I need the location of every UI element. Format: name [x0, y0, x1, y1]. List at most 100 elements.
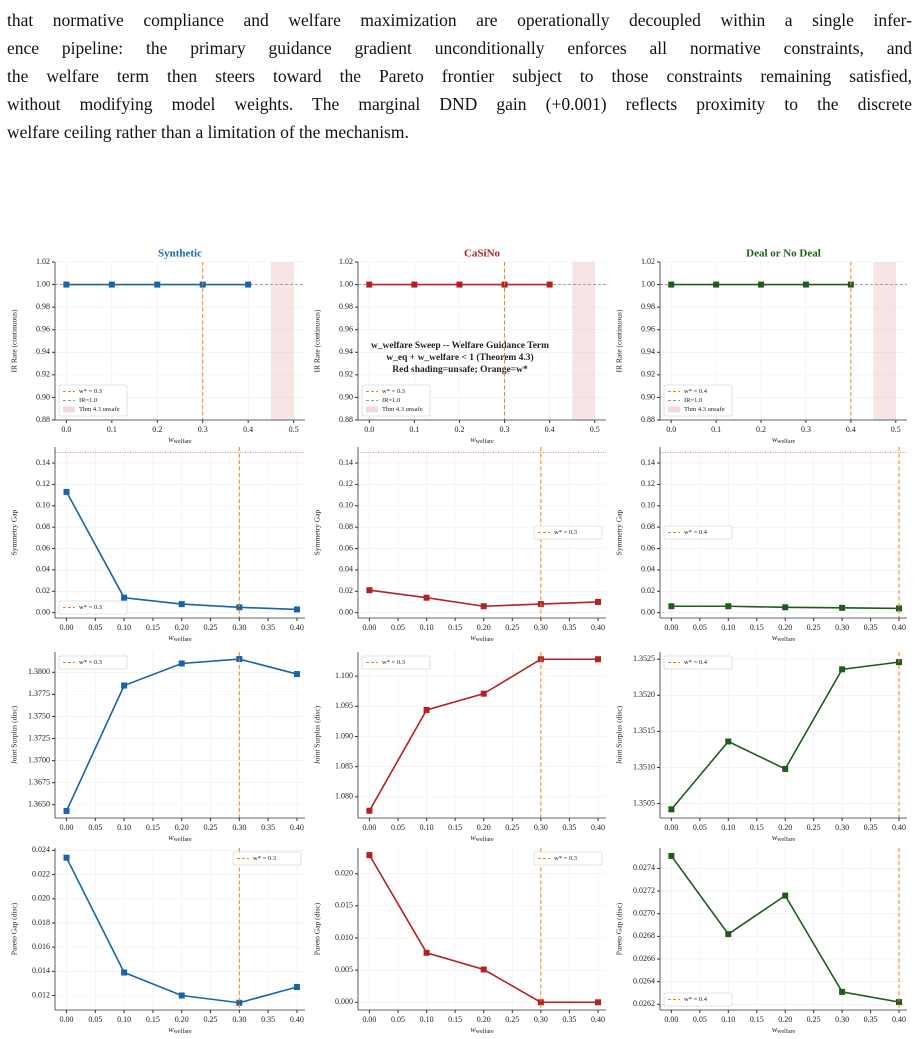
y-tick-label: 1.3750: [28, 711, 50, 720]
y-tick-label: 1.3510: [633, 762, 655, 771]
x-tick-label: 0.4: [545, 425, 555, 434]
y-tick-label: 0.12: [36, 479, 50, 488]
legend-label: w* = 0.4: [684, 659, 708, 666]
x-tick-label: 0.10: [721, 823, 735, 832]
x-tick-label: 0.25: [807, 1015, 821, 1024]
x-axis-label-sub: welfare: [777, 836, 795, 843]
chart-title: CaSiNo: [464, 248, 501, 260]
y-axis-label: IR Rate (continuous): [615, 309, 624, 372]
x-tick-label: 0.20: [477, 823, 491, 832]
x-tick-label: 0.00: [664, 823, 678, 832]
point: [63, 281, 70, 288]
x-tick-label: 0.20: [477, 623, 491, 632]
x-tick-label: 0.2: [454, 425, 464, 434]
y-tick-label: 0.92: [339, 370, 353, 379]
x-axis-label: wwelfare: [168, 1025, 192, 1036]
y-tick-label: 0.10: [36, 501, 50, 510]
y-tick-label: 0.98: [641, 302, 655, 311]
x-tick-label: 0.30: [232, 1015, 246, 1024]
y-tick-label: 0.00: [641, 607, 655, 616]
y-tick-label: 0.08: [641, 522, 655, 531]
y-tick-label: 0.12: [641, 479, 655, 488]
legend-label: w* = 0.3: [79, 388, 102, 395]
x-tick-label: 0.05: [88, 623, 102, 632]
y-tick-label: 0.14: [641, 458, 655, 467]
point: [366, 587, 373, 594]
point: [758, 281, 765, 288]
x-tick-label: 0.00: [60, 823, 74, 832]
x-tick-label: 0.05: [693, 1015, 707, 1024]
legend-label: w* = 0.3: [382, 659, 405, 666]
y-tick-label: 0.0272: [633, 886, 655, 895]
chart-title: Deal or No Deal: [746, 248, 821, 260]
x-axis-label: wwelfare: [772, 833, 796, 844]
legend-box: [58, 600, 128, 615]
y-tick-label: 0.00: [36, 607, 50, 616]
y-tick-label: 1.02: [339, 257, 353, 266]
y-axis-label: Joint Surplus (disc): [313, 705, 322, 764]
y-tick-label: 1.3775: [28, 689, 50, 698]
x-axis-label-main: w: [772, 1025, 778, 1034]
y-tick-label: 0.90: [339, 392, 353, 401]
x-axis-label-sub: welfare: [476, 636, 494, 643]
point: [293, 671, 300, 678]
point: [480, 966, 487, 973]
x-axis-label-sub: welfare: [476, 438, 494, 445]
y-tick-label: 0.92: [641, 370, 655, 379]
x-tick-label: 0.40: [591, 623, 605, 632]
x-tick-label: 0.10: [721, 623, 735, 632]
y-tick-label: 1.3675: [28, 778, 50, 787]
y-tick-label: 0.012: [32, 990, 50, 999]
point: [480, 690, 487, 697]
x-tick-label: 0.35: [864, 823, 878, 832]
point: [63, 488, 70, 495]
x-tick-label: 0.30: [835, 823, 849, 832]
x-tick-label: 0.40: [892, 623, 906, 632]
x-tick-label: 0.5: [289, 425, 299, 434]
point: [802, 281, 809, 288]
x-tick-label: 0.15: [448, 1015, 462, 1024]
x-axis-label-main: w: [470, 1025, 476, 1034]
y-tick-label: 0.024: [32, 845, 50, 854]
x-tick-label: 0.30: [232, 823, 246, 832]
figure-title: Red shading=unsafe; Orange=w*: [392, 365, 528, 375]
x-axis-label: wwelfare: [772, 633, 796, 644]
x-tick-label: 0.05: [391, 623, 405, 632]
x-axis-label: wwelfare: [772, 1025, 796, 1036]
legend-label: w* = 0.4: [684, 388, 708, 395]
x-tick-label: 0.3: [801, 425, 811, 434]
point: [595, 598, 601, 605]
x-tick-label: 0.4: [243, 425, 253, 434]
x-tick-label: 0.10: [420, 623, 434, 632]
legend-box: [663, 992, 733, 1007]
y-tick-label: 0.98: [36, 302, 50, 311]
y-tick-label: 0.04: [339, 565, 353, 574]
y-tick-label: 0.90: [36, 392, 50, 401]
point: [480, 603, 487, 610]
x-axis-label-sub: welfare: [777, 636, 795, 643]
x-tick-label: 0.10: [721, 1015, 735, 1024]
x-tick-label: 0.2: [152, 425, 162, 434]
y-axis-label: Pareto Gap (disc): [10, 902, 19, 955]
y-tick-label: 0.88: [339, 415, 353, 424]
x-tick-label: 0.20: [175, 623, 189, 632]
y-tick-label: 1.02: [641, 257, 655, 266]
point: [121, 682, 128, 689]
x-tick-label: 0.05: [88, 1015, 102, 1024]
legend-box: [663, 525, 733, 540]
legend-box: [58, 384, 128, 417]
x-tick-label: 0.1: [711, 425, 721, 434]
x-tick-label: 0.40: [892, 823, 906, 832]
point: [236, 604, 243, 611]
point: [456, 281, 463, 288]
x-tick-label: 0.15: [448, 623, 462, 632]
y-tick-label: 0.96: [339, 325, 353, 334]
point: [725, 931, 732, 938]
y-tick-label: 0.90: [641, 392, 655, 401]
y-tick-label: 0.022: [32, 869, 50, 878]
x-tick-label: 0.35: [562, 1015, 576, 1024]
x-tick-label: 0.05: [693, 823, 707, 832]
legend-box: [663, 655, 733, 670]
x-axis-label-main: w: [470, 435, 476, 444]
x-tick-label: 0.25: [807, 823, 821, 832]
